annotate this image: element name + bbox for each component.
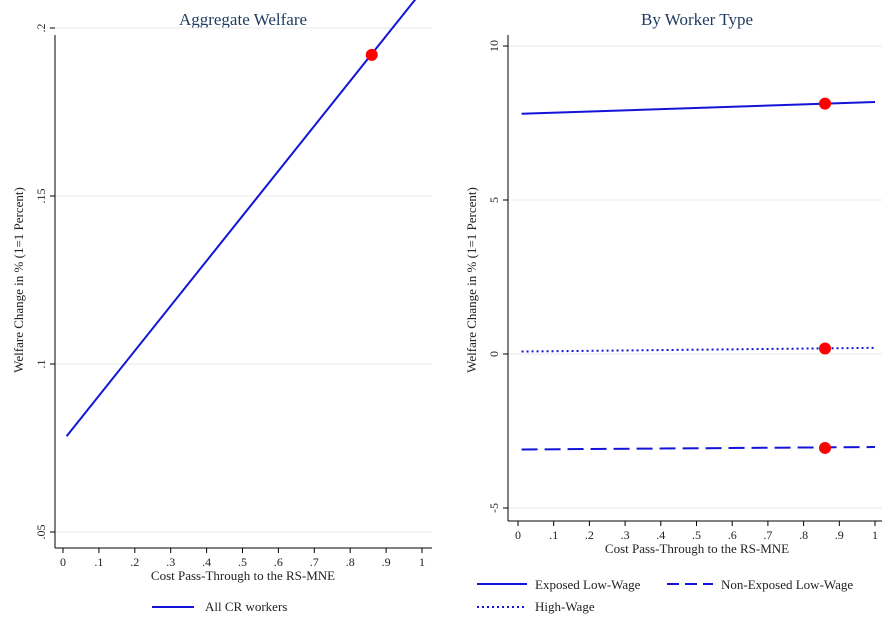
legend-label-all-cr-workers: All CR workers bbox=[205, 599, 287, 614]
x-tick-label: 0 bbox=[60, 555, 66, 569]
series-lines bbox=[65, 0, 417, 437]
x-axis-label: Cost Pass-Through to the RS-MNE bbox=[151, 568, 335, 583]
x-tick-label: .4 bbox=[656, 528, 665, 542]
highlight-point bbox=[365, 48, 378, 61]
x-tick-label: .2 bbox=[585, 528, 594, 542]
x-tick-label: .8 bbox=[346, 555, 355, 569]
y-tick-label: .05 bbox=[34, 525, 48, 540]
y-axis-label: Welfare Change in % (1=1 Percent) bbox=[11, 187, 26, 373]
y-tick-label: .15 bbox=[34, 189, 48, 204]
x-tick-label: .1 bbox=[94, 555, 103, 569]
y-ticks: .05 .1 .15 .2 bbox=[34, 24, 55, 540]
y-gridlines bbox=[55, 27, 432, 533]
series-line-exposed-low-wage bbox=[521, 101, 876, 115]
x-tick-label: .3 bbox=[621, 528, 630, 542]
x-tick-label: .7 bbox=[763, 528, 772, 542]
x-tick-label: .5 bbox=[238, 555, 247, 569]
legend: All CR workers bbox=[152, 599, 287, 614]
x-tick-label: .7 bbox=[310, 555, 319, 569]
series-lines bbox=[521, 101, 876, 451]
x-tick-label: .1 bbox=[549, 528, 558, 542]
legend-label-high-wage: High-Wage bbox=[535, 599, 595, 614]
x-ticks: 0 .1 .2 .3 .4 .5 .6 .7 .8 .9 1 bbox=[515, 521, 878, 542]
y-ticks: -5 0 5 10 bbox=[487, 40, 508, 513]
x-tick-label: .5 bbox=[692, 528, 701, 542]
y-tick-label: -5 bbox=[487, 503, 501, 513]
x-tick-label: .9 bbox=[382, 555, 391, 569]
y-tick-label: .1 bbox=[34, 360, 48, 369]
series-line-high-wage bbox=[521, 346, 876, 353]
x-axis-label: Cost Pass-Through to the RS-MNE bbox=[605, 541, 789, 556]
x-tick-label: .8 bbox=[799, 528, 808, 542]
x-tick-label: .2 bbox=[130, 555, 139, 569]
y-tick-label: 0 bbox=[487, 351, 501, 357]
highlight-markers bbox=[365, 48, 378, 61]
series-line-all-cr-workers bbox=[65, 0, 417, 437]
legend-label-exposed-low-wage: Exposed Low-Wage bbox=[535, 577, 641, 592]
series-line-non-exposed-low-wage bbox=[521, 446, 876, 451]
legend-label-non-exposed-low-wage: Non-Exposed Low-Wage bbox=[721, 577, 853, 592]
x-ticks: 0 .1 .2 .3 .4 .5 .6 .7 .8 .9 1 bbox=[60, 548, 425, 569]
y-axis-label: Welfare Change in % (1=1 Percent) bbox=[464, 187, 479, 373]
y-tick-label: 5 bbox=[487, 197, 501, 203]
panel-by-worker-type: By Worker Type -5 0 5 10 0 .1 .2 .3 .4 .5 .6 .7 .8.… bbox=[464, 10, 882, 614]
x-tick-label: .6 bbox=[274, 555, 283, 569]
x-tick-label: .3 bbox=[166, 555, 175, 569]
highlight-markers bbox=[819, 97, 832, 454]
x-tick-label: .4 bbox=[202, 555, 211, 569]
x-tick-label: 1 bbox=[419, 555, 425, 569]
y-tick-label: .2 bbox=[34, 24, 48, 33]
panel-aggregate: Aggregate Welfare .05 .1 .15 .2 0 .1 .2 .3 .4 .5… bbox=[11, 0, 432, 614]
y-tick-label: 10 bbox=[487, 40, 501, 52]
panel-title: By Worker Type bbox=[641, 10, 753, 29]
y-gridlines bbox=[508, 45, 882, 509]
x-tick-label: .6 bbox=[728, 528, 737, 542]
legend: Exposed Low-Wage Non-Exposed Low-Wage Hi… bbox=[477, 577, 853, 614]
x-tick-label: 0 bbox=[515, 528, 521, 542]
highlight-point bbox=[819, 97, 832, 110]
panel-title: Aggregate Welfare bbox=[179, 10, 307, 29]
x-tick-label: .9 bbox=[835, 528, 844, 542]
x-tick-label: 1 bbox=[872, 528, 878, 542]
highlight-point bbox=[819, 441, 832, 454]
highlight-point bbox=[819, 342, 832, 355]
